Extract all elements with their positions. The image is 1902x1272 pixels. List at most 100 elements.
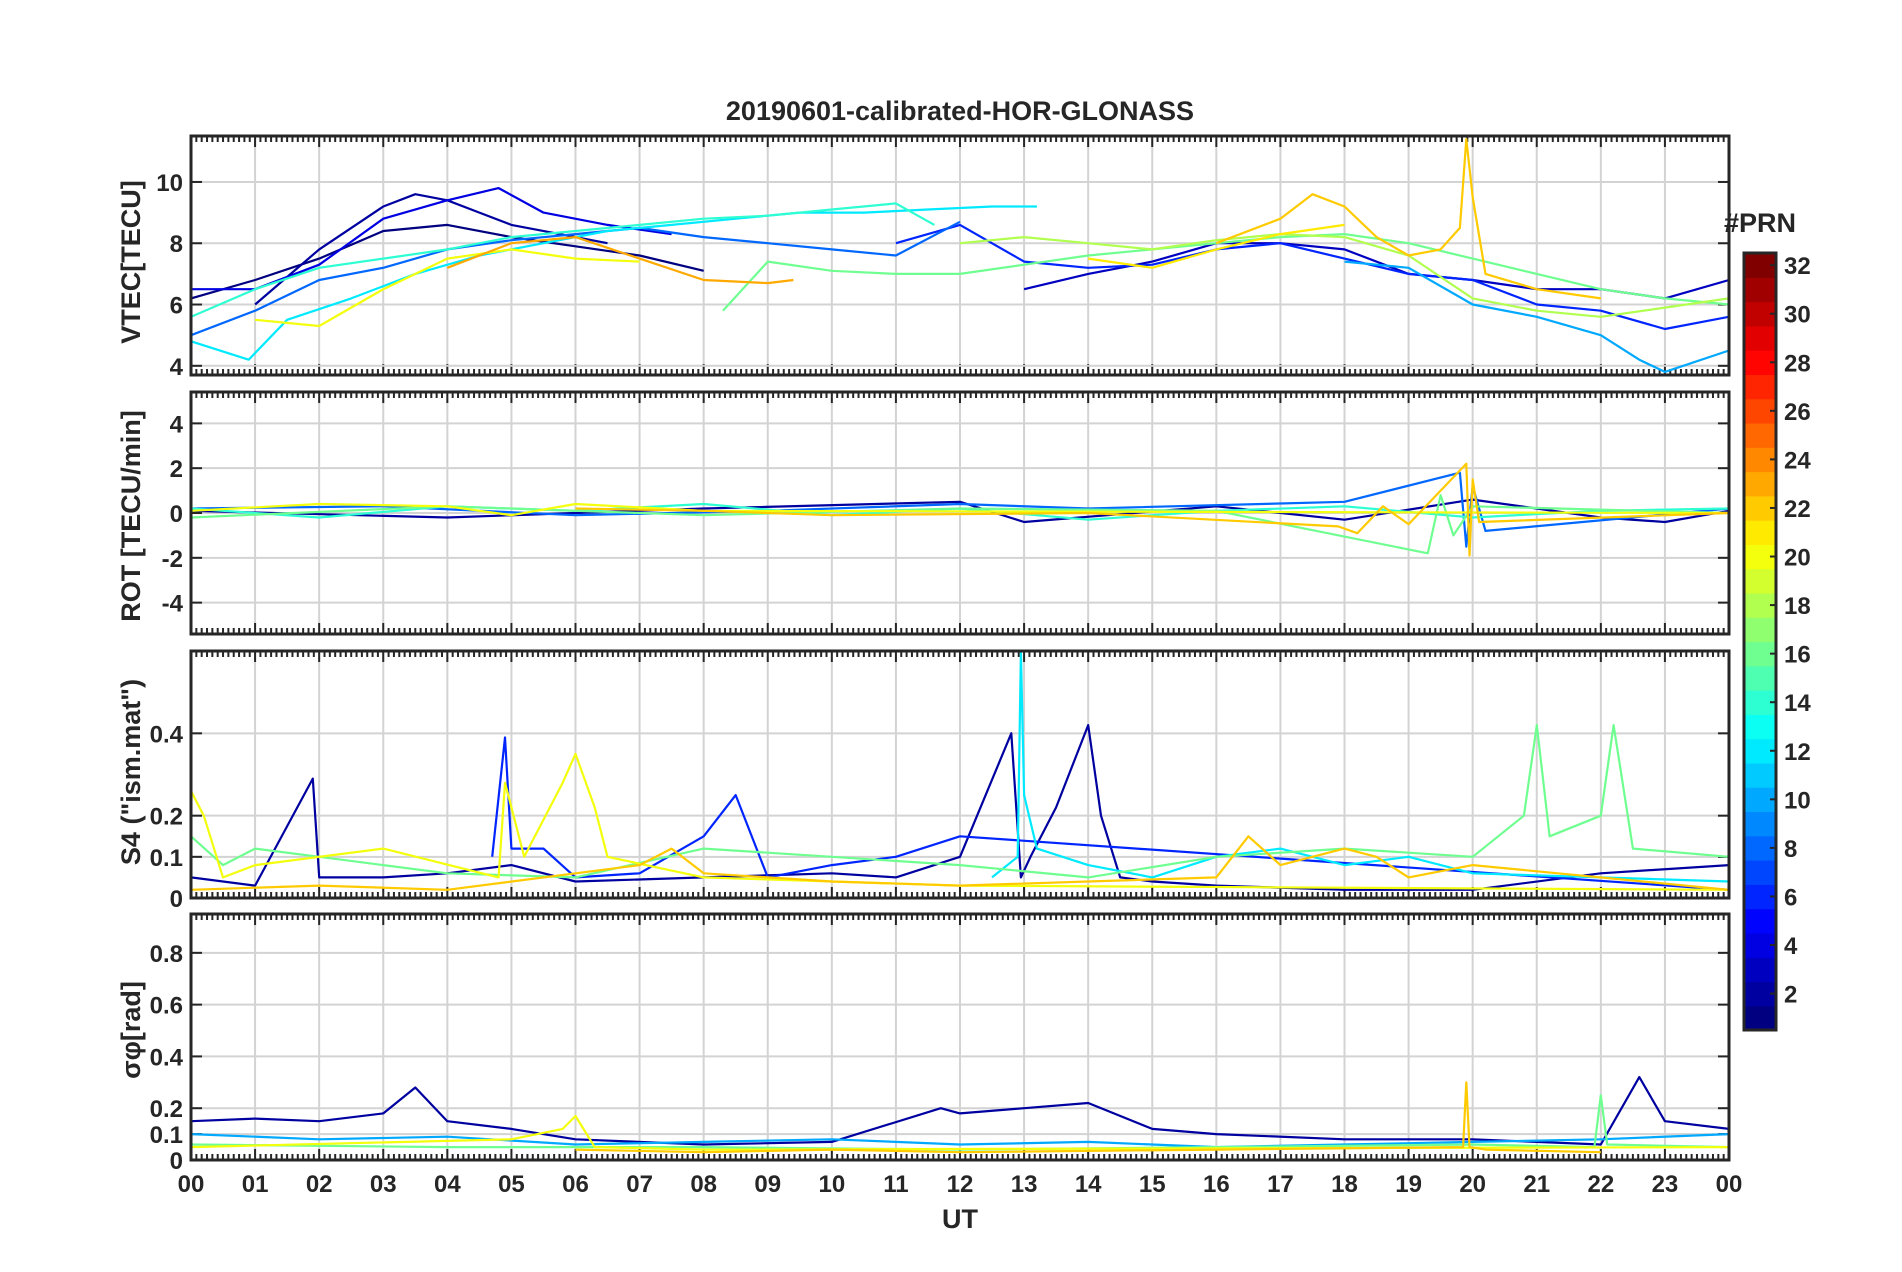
- y-tick-label: 8: [170, 231, 183, 258]
- x-tick-label: 03: [370, 1171, 397, 1198]
- series-prn-12: [991, 651, 1729, 883]
- series-prn-20: [191, 1114, 1729, 1151]
- series-prn-22: [575, 1081, 1601, 1154]
- series-prn-22: [575, 462, 1729, 557]
- x-tick-label: 14: [1075, 1171, 1102, 1198]
- colorbar-swatch: [1744, 957, 1776, 983]
- x-tick-label: 08: [690, 1171, 717, 1198]
- series-prn-10: [191, 1133, 1729, 1149]
- series-prn-14: [191, 202, 935, 318]
- x-tick-label: 22: [1587, 1171, 1614, 1198]
- plot-frame: [189, 134, 1731, 377]
- y-tick-label: 0.2: [150, 1096, 183, 1123]
- colorbar-tick-label: 2: [1784, 982, 1797, 1009]
- colorbar-tick-label: 20: [1784, 545, 1811, 572]
- series-prn-8: [191, 220, 961, 337]
- colorbar-tick-label: 8: [1784, 836, 1797, 863]
- x-tick-label: 00: [178, 1171, 205, 1198]
- colorbar-swatch: [1744, 568, 1776, 594]
- y-tick-label: 0.2: [150, 804, 183, 831]
- y-tick-label: 0.4: [150, 1044, 184, 1071]
- x-tick-label: 00: [1716, 1171, 1743, 1198]
- y-tick-label: 0: [170, 1148, 183, 1175]
- x-tick-label: 17: [1267, 1171, 1294, 1198]
- y-tick-label: 10: [156, 170, 183, 197]
- y-tick-label: 0.4: [150, 721, 184, 748]
- x-tick-label: 20: [1459, 1171, 1486, 1198]
- colorbar-swatch: [1744, 422, 1776, 448]
- x-tick-label: 04: [434, 1171, 461, 1198]
- colorbar-tick-label: 32: [1784, 253, 1811, 280]
- y-tick-label: -2: [162, 546, 183, 573]
- series-prn-6: [491, 736, 1729, 891]
- x-tick-label: 23: [1652, 1171, 1679, 1198]
- plot-frame: [189, 649, 1731, 900]
- ylabel-vtec: VTEC[TECU]: [116, 180, 146, 344]
- x-tick-label: 01: [242, 1171, 269, 1198]
- y-tick-label: 0: [170, 501, 183, 528]
- y-tick-label: -4: [162, 591, 184, 618]
- panel-sigma-phi: σφ[rad] 00.10.2 0.4 0.6 0.8: [116, 912, 1731, 1175]
- colorbar-tick-label: 16: [1784, 642, 1811, 669]
- y-tick-label: 4: [170, 354, 184, 381]
- panel-rot: ROT [TECU/min] -4 -2 0 2 4: [116, 390, 1731, 636]
- panel-s4: S4 ("ism.mat") 0 0.1 0.2 0.4: [116, 649, 1731, 913]
- colorbar-swatch: [1744, 374, 1776, 400]
- y-tick-label: 0.1: [150, 845, 183, 872]
- colorbar-tick-label: 6: [1784, 884, 1797, 911]
- colorbar-tick-label: 10: [1784, 787, 1811, 814]
- x-tick-label: 10: [818, 1171, 845, 1198]
- colorbar-swatch: [1744, 908, 1776, 934]
- y-tick-label: 4: [170, 411, 184, 438]
- x-tick-label: 19: [1395, 1171, 1422, 1198]
- series-prn-16: [191, 723, 1729, 879]
- colorbar-swatch: [1744, 1005, 1776, 1031]
- x-tick-label: 09: [754, 1171, 781, 1198]
- series-prn-2: [191, 1075, 1729, 1146]
- colorbar-swatch: [1744, 471, 1776, 497]
- colorbar-frame: [1742, 251, 1778, 1032]
- colorbar-swatch: [1744, 617, 1776, 643]
- colorbar-tick-label: 4: [1784, 933, 1798, 960]
- colorbar-title: #PRN: [1724, 208, 1796, 238]
- plot-frame: [189, 912, 1731, 1162]
- x-tick-label: 07: [626, 1171, 653, 1198]
- ylabel-rot: ROT [TECU/min]: [116, 410, 146, 621]
- ylabel-sigma-phi: σφ[rad]: [116, 981, 146, 1079]
- series-prn-21: [1088, 223, 1345, 269]
- series-prn-16: [191, 494, 1729, 555]
- series-prn-22: [191, 835, 1729, 891]
- y-tick-label: 6: [170, 293, 183, 320]
- colorbar-swatch: [1744, 520, 1776, 545]
- colorbar-swatch: [1744, 762, 1776, 788]
- series-prn-10: [1344, 260, 1729, 373]
- y-tick-label: 0.6: [150, 993, 183, 1020]
- y-tick-label: 0.8: [150, 941, 183, 968]
- y-tick-label: 0: [170, 886, 183, 913]
- colorbar-tick-label: 30: [1784, 302, 1811, 329]
- series-prn-23: [446, 236, 794, 285]
- x-tick-label: 16: [1203, 1171, 1230, 1198]
- colorbar-swatch: [1744, 277, 1776, 303]
- series-prn-2: [191, 723, 1729, 891]
- series-prn-20: [191, 752, 1729, 891]
- colorbar-tick-label: 26: [1784, 399, 1811, 426]
- series-prn-18: [959, 233, 1729, 318]
- colorbar-tick-label: 22: [1784, 496, 1811, 523]
- x-tick-label: 11: [883, 1171, 908, 1198]
- colorbar-tick-label: 14: [1784, 690, 1811, 717]
- colorbar-tick-label: 28: [1784, 350, 1811, 377]
- y-tick-label: 2: [170, 456, 183, 483]
- x-tick-label: 13: [1011, 1171, 1038, 1198]
- colorbar-swatch: [1744, 714, 1776, 740]
- x-tick-label: 05: [498, 1171, 525, 1198]
- colorbar-tick-label: 12: [1784, 739, 1811, 766]
- x-tick-label: 21: [1523, 1171, 1550, 1198]
- colorbar-tick-label: 18: [1784, 593, 1811, 620]
- x-tick-label: 06: [562, 1171, 589, 1198]
- x-axis-label: UT: [942, 1204, 978, 1234]
- colorbar-swatch: [1744, 665, 1776, 691]
- series-prn-20: [254, 248, 640, 328]
- x-axis-ticks: 00 01 02 03 04 05 06 07 08 09 10 11 12 13 14 15 16 17 18 19…: [178, 1171, 1743, 1198]
